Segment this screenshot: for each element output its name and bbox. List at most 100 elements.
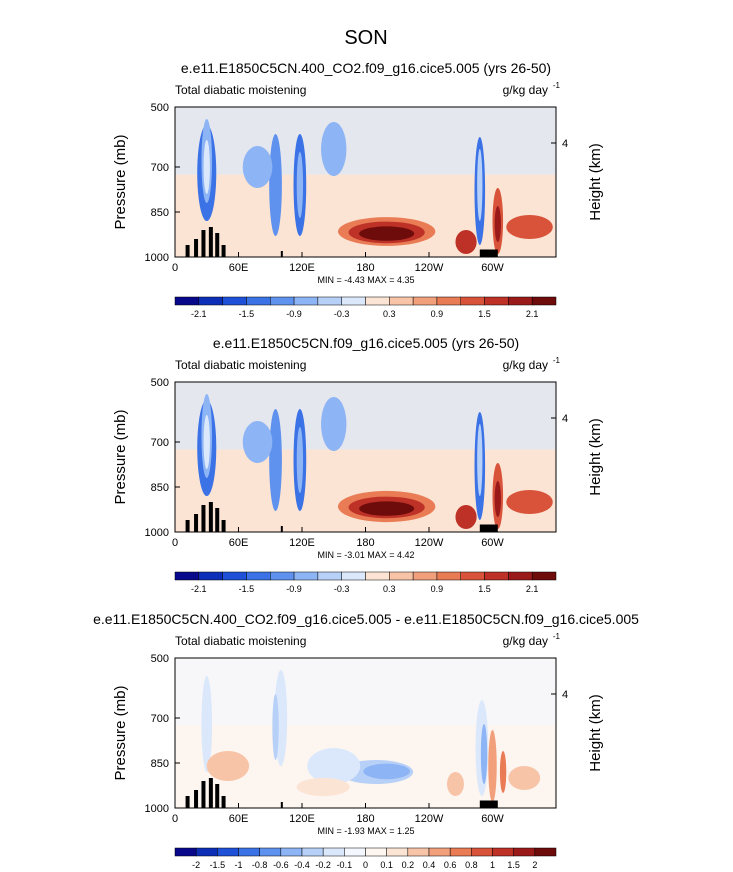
x-tick-label: 180 — [356, 813, 374, 825]
y-tick-label: 500 — [151, 377, 169, 389]
colorbar-box-14 — [471, 847, 493, 857]
heatmap-contour-2 — [359, 226, 415, 241]
right-tick-label: 4 — [562, 138, 568, 150]
panel-units: g/kg day — [503, 634, 548, 648]
heatmap-field — [175, 107, 556, 257]
colorbar-label: 0.9 — [431, 309, 444, 319]
y-tick-label: 1000 — [145, 803, 169, 815]
heatmap-contour-5 — [272, 694, 279, 760]
topography-andes — [479, 800, 498, 808]
y-tick-label: 850 — [151, 207, 169, 219]
colorbar-label: -0.9 — [286, 309, 302, 319]
y-axis-label: Pressure (mb) — [112, 409, 129, 504]
colorbar-box-5 — [293, 571, 319, 581]
colorbar-label: 0.3 — [383, 584, 396, 594]
x-tick-label: 120E — [289, 262, 315, 274]
heatmap-contour-9 — [242, 146, 273, 188]
panels: e.e11.E1850C5CN.400_CO2.f09_g16.cice5.00… — [93, 60, 639, 870]
colorbar-box-0 — [174, 571, 200, 581]
colorbar-box-3 — [246, 296, 271, 306]
y-tick-label: 500 — [151, 102, 169, 114]
colorbar-label: 0.8 — [465, 860, 478, 870]
colorbar-box-0 — [174, 296, 200, 306]
colorbar-box-5 — [293, 296, 319, 306]
colorbar-box-6 — [317, 571, 342, 581]
heatmap-contour-14 — [494, 481, 501, 517]
colorbar-label: -0.8 — [252, 860, 268, 870]
y-tick-label: 700 — [151, 162, 169, 174]
colorbar-box-17 — [534, 847, 557, 857]
x-tick-label: 60W — [481, 262, 504, 274]
heatmap-contour-16 — [455, 230, 477, 254]
colorbar-box-15 — [531, 571, 557, 581]
colorbar-label: -1.5 — [239, 309, 255, 319]
y-tick-label: 1000 — [145, 252, 169, 264]
colorbar-box-6 — [317, 296, 342, 306]
topography-3 — [208, 778, 213, 808]
colorbar-box-10 — [412, 571, 438, 581]
colorbar-box-4 — [270, 296, 295, 306]
colorbar-label: 1.5 — [507, 860, 520, 870]
topography-3 — [208, 227, 213, 257]
topography-4 — [215, 784, 220, 808]
heatmap-contour-9 — [242, 421, 273, 463]
colorbar-label: 0.6 — [444, 860, 457, 870]
topography-5 — [221, 245, 226, 257]
panel-units: g/kg day — [503, 83, 548, 97]
colorbar-label: -2.1 — [191, 309, 207, 319]
panel-subtitle: Total diabatic moistening — [175, 358, 306, 372]
heatmap-contour-13 — [296, 778, 350, 796]
heatmap-field — [175, 382, 556, 532]
colorbar-box-3 — [246, 571, 271, 581]
colorbar-box-7 — [341, 571, 366, 581]
colorbar-box-10 — [386, 847, 409, 857]
figure-title: SON — [344, 27, 387, 49]
heatmap-contour-3 — [201, 676, 213, 772]
topography-5 — [221, 796, 226, 808]
colorbar-label: -1 — [234, 860, 242, 870]
panel-subtitle: Total diabatic moistening — [175, 634, 306, 648]
topography-1 — [194, 514, 199, 532]
heatmap-contour-9 — [499, 751, 507, 793]
topography-4 — [215, 233, 220, 257]
colorbar-box-4 — [259, 847, 282, 857]
panel-units: g/kg day — [503, 358, 548, 372]
colorbar-box-2 — [222, 571, 247, 581]
topography-tibet — [280, 251, 283, 257]
x-tick-label: 0 — [172, 537, 178, 549]
heatmap-contour-5 — [203, 140, 210, 194]
colorbar-label: 1 — [490, 860, 495, 870]
colorbar-box-12 — [428, 847, 451, 857]
panel-units-exponent: -1 — [553, 81, 561, 90]
colorbar-label: 1.5 — [478, 309, 491, 319]
colorbar-label: -0.3 — [334, 584, 350, 594]
topography-2 — [201, 505, 206, 532]
colorbar-label: 0.9 — [431, 584, 444, 594]
colorbar-label: -0.9 — [286, 584, 302, 594]
colorbar-label: -1.5 — [210, 860, 226, 870]
heatmap-contour-10 — [321, 397, 347, 451]
colorbar-box-9 — [389, 571, 414, 581]
colorbar-box-6 — [301, 847, 324, 857]
topography-2 — [201, 230, 206, 257]
colorbar-box-15 — [531, 296, 557, 306]
colorbar-box-4 — [270, 571, 295, 581]
topography-andes — [479, 524, 498, 532]
topography-andes — [479, 249, 498, 257]
colorbar-box-11 — [407, 847, 430, 857]
right-axis-label: Height (km) — [587, 418, 604, 496]
colorbar-label: 1.5 — [478, 584, 491, 594]
heatmap-contour-12 — [477, 149, 483, 221]
colorbar-box-2 — [217, 847, 239, 857]
heatmap-field — [175, 658, 556, 808]
heatmap-contour-15 — [506, 215, 553, 239]
right-axis-label: Height (km) — [587, 143, 604, 221]
colorbar-label: 2.1 — [526, 309, 539, 319]
colorbar-label: -0.3 — [334, 309, 350, 319]
panel-units-exponent: -1 — [553, 632, 561, 641]
colorbar-label: -2 — [192, 860, 200, 870]
heatmap-contour-6 — [269, 134, 282, 236]
topography-4 — [215, 508, 220, 532]
colorbar-label: 2.1 — [526, 584, 539, 594]
panel-2: e.e11.E1850C5CN.f09_g16.cice5.005 (yrs 2… — [112, 335, 604, 594]
